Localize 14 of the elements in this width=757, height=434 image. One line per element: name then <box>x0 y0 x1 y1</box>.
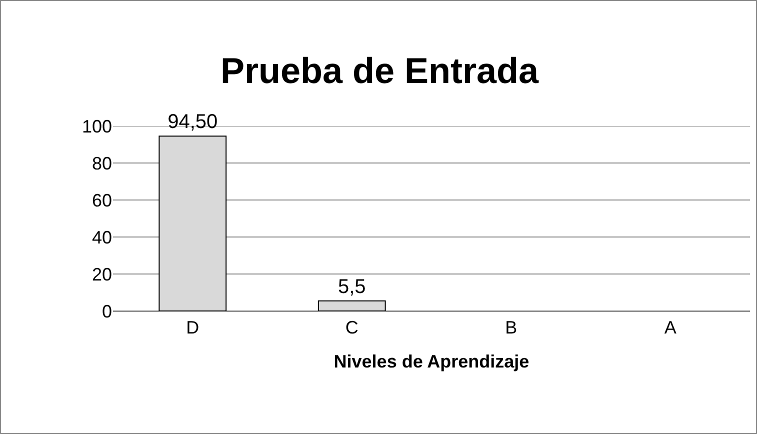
y-tick-label: 100 <box>82 116 112 136</box>
x-tick-label: B <box>505 318 518 338</box>
x-tick-label: D <box>186 318 200 338</box>
y-tick-label: 20 <box>92 264 112 284</box>
y-tick-label: 60 <box>92 190 112 210</box>
chart-title: Prueba de Entrada <box>220 50 540 92</box>
y-tick-label: 0 <box>102 301 112 322</box>
y-tick-label: 40 <box>92 227 112 248</box>
y-tick-label: 80 <box>92 153 112 174</box>
data-label: 94,50 <box>168 111 218 134</box>
data-label: 5,5 <box>338 276 366 298</box>
x-tick-label: C <box>345 318 358 338</box>
x-axis-title: Niveles de Aprendizaje <box>334 352 530 372</box>
x-tick-label: A <box>664 318 676 338</box>
